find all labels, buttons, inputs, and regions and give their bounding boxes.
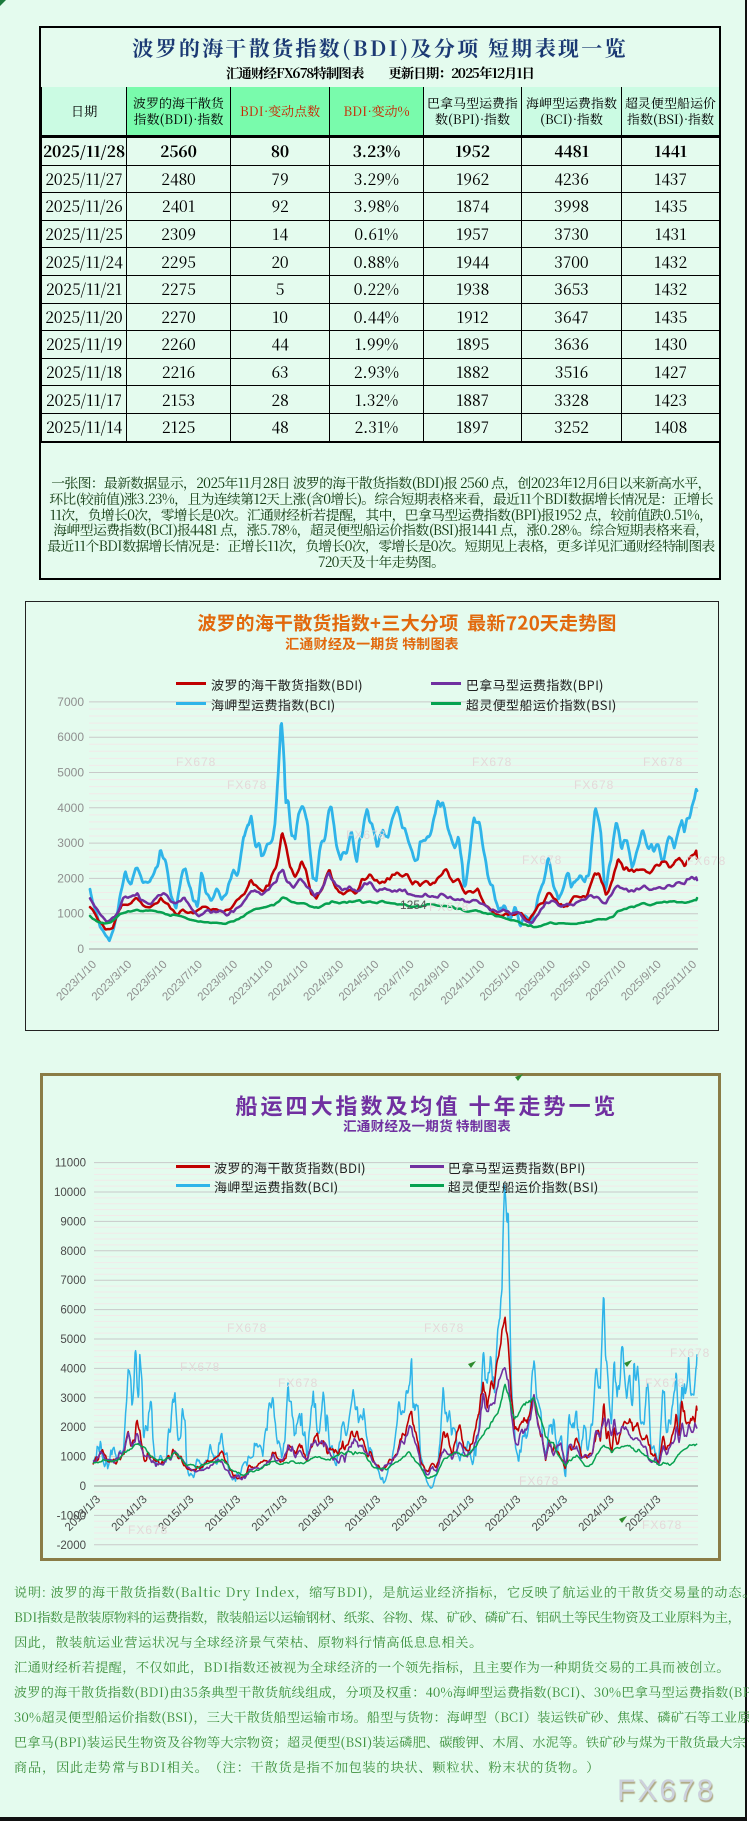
svg-text:2020/1/3: 2020/1/3	[390, 1494, 430, 1534]
svg-text:-1000: -1000	[57, 1510, 86, 1522]
svg-text:4000: 4000	[57, 801, 84, 815]
svg-text:2017/1/3: 2017/1/3	[250, 1494, 290, 1534]
svg-text:6000: 6000	[60, 1305, 86, 1317]
svg-text:2018/1/3: 2018/1/3	[296, 1494, 336, 1534]
svg-text:2022/1/3: 2022/1/3	[483, 1494, 523, 1534]
svg-text:0: 0	[77, 942, 84, 956]
svg-text:2024/1/3: 2024/1/3	[577, 1494, 617, 1534]
svg-text:7000: 7000	[60, 1275, 86, 1287]
svg-text:11000: 11000	[55, 1158, 86, 1170]
svg-text:8000: 8000	[60, 1246, 86, 1258]
svg-text:0: 0	[80, 1481, 86, 1493]
svg-text:4000: 4000	[60, 1363, 86, 1375]
svg-text:9000: 9000	[60, 1216, 86, 1228]
svg-text:1000: 1000	[60, 1452, 86, 1464]
svg-text:2000: 2000	[60, 1422, 86, 1434]
svg-text:5000: 5000	[60, 1334, 86, 1346]
svg-text:1000: 1000	[57, 907, 84, 921]
svg-text:3000: 3000	[57, 836, 84, 850]
svg-text:2019/1/3: 2019/1/3	[343, 1494, 383, 1534]
svg-text:2023/1/3: 2023/1/3	[530, 1494, 570, 1534]
svg-text:10000: 10000	[54, 1187, 86, 1199]
svg-text:2021/1/3: 2021/1/3	[437, 1494, 477, 1534]
svg-text:5000: 5000	[57, 766, 84, 780]
svg-text:6000: 6000	[57, 730, 84, 744]
svg-text:7000: 7000	[57, 695, 84, 709]
svg-text:3000: 3000	[60, 1393, 86, 1405]
svg-text:-2000: -2000	[57, 1540, 86, 1552]
svg-text:2016/1/3: 2016/1/3	[203, 1494, 243, 1534]
svg-text:2000: 2000	[57, 871, 84, 885]
